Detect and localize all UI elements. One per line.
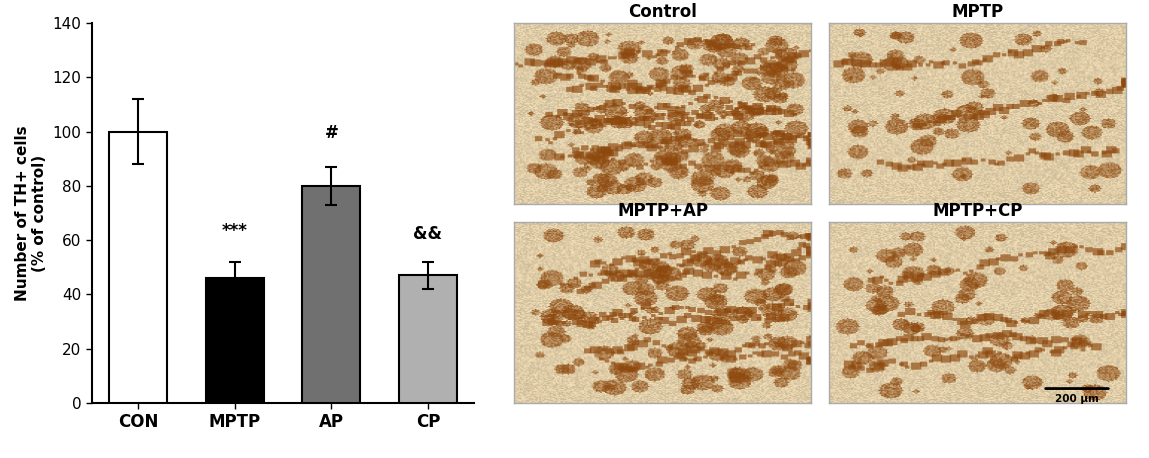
Text: #: # bbox=[324, 125, 338, 142]
Title: MPTP+AP: MPTP+AP bbox=[617, 202, 708, 220]
Text: ***: *** bbox=[222, 222, 248, 240]
Y-axis label: Number of TH+ cells
(% of control): Number of TH+ cells (% of control) bbox=[15, 125, 47, 301]
Title: MPTP: MPTP bbox=[951, 3, 1003, 22]
Bar bbox=[302, 186, 361, 403]
Text: &&: && bbox=[414, 225, 442, 243]
Title: Control: Control bbox=[629, 3, 697, 22]
Bar bbox=[206, 278, 264, 403]
Text: 200 μm: 200 μm bbox=[1055, 394, 1098, 404]
Bar bbox=[109, 131, 168, 403]
Bar bbox=[399, 275, 457, 403]
Title: MPTP+CP: MPTP+CP bbox=[932, 202, 1023, 220]
